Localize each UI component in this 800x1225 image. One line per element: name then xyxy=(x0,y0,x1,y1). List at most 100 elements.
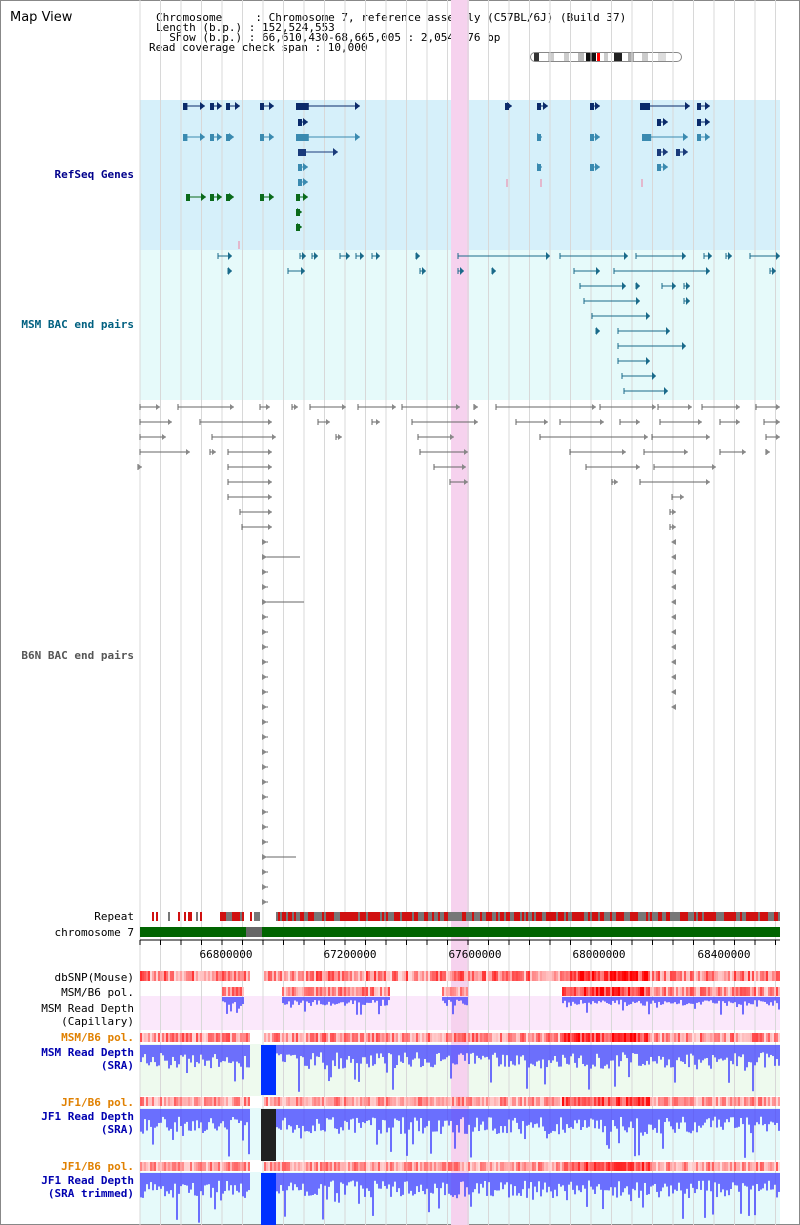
chromosome-ideogram[interactable] xyxy=(530,52,682,62)
polymorphism-cell xyxy=(688,1033,690,1042)
polymorphism-cell xyxy=(660,1162,662,1171)
polymorphism-cell xyxy=(376,1162,378,1171)
polymorphism-cell xyxy=(472,971,474,981)
repeat-segment xyxy=(226,912,228,921)
polymorphism-cell xyxy=(178,1162,180,1171)
read-depth-bar xyxy=(724,1109,726,1123)
repeat-segment xyxy=(678,912,680,921)
repeat-segment xyxy=(758,912,760,921)
read-depth-bar xyxy=(380,1109,382,1134)
read-depth-bar xyxy=(764,1173,766,1184)
polymorphism-cell xyxy=(228,1162,230,1171)
polymorphism-cell xyxy=(434,1162,436,1171)
read-depth-bar xyxy=(478,1109,480,1132)
read-depth-bar xyxy=(358,997,360,1003)
polymorphism-cell xyxy=(190,971,192,981)
repeat-segment xyxy=(190,912,192,921)
repeat-segment xyxy=(698,912,700,921)
b6n-bac-label[interactable]: B6N BAC end pairs xyxy=(21,649,134,662)
read-depth-bar xyxy=(550,1173,552,1192)
polymorphism-cell xyxy=(464,1097,466,1106)
polymorphism-cell xyxy=(306,971,308,981)
read-depth-bar xyxy=(300,1109,302,1139)
polymorphism-cell xyxy=(634,1097,636,1106)
polymorphism-cell xyxy=(578,1033,580,1042)
repeat-segment xyxy=(152,912,154,921)
polymorphism-cell xyxy=(342,1162,344,1171)
polymorphism-cell xyxy=(292,1033,294,1042)
polymorphism-cell xyxy=(328,1097,330,1106)
polymorphism-cell xyxy=(150,971,152,981)
read-depth-bar xyxy=(342,1045,344,1069)
read-depth-bar xyxy=(564,1173,566,1192)
read-depth-bar xyxy=(366,997,368,1003)
polymorphism-cell xyxy=(522,1162,524,1171)
repeat-segment xyxy=(764,912,766,921)
read-depth-bar xyxy=(728,1045,730,1083)
read-depth-bar xyxy=(396,1045,398,1066)
repeat-segment xyxy=(224,912,226,921)
polymorphism-cell xyxy=(420,1033,422,1042)
polymorphism-cell xyxy=(336,987,338,996)
polymorphism-cell xyxy=(172,1162,174,1171)
polymorphism-cell xyxy=(524,1162,526,1171)
axis-tick-label: 67600000 xyxy=(448,948,502,961)
read-depth-bar xyxy=(184,1045,186,1055)
read-depth-bar xyxy=(632,1045,634,1054)
b6n-bac-arrow xyxy=(326,419,330,425)
polymorphism-cell xyxy=(482,1162,484,1171)
polymorphism-cell xyxy=(456,971,458,981)
read-depth-bar xyxy=(314,1173,316,1194)
polymorphism-cell xyxy=(616,1162,618,1171)
repeat-segment xyxy=(418,912,420,921)
repeat-segment xyxy=(320,912,322,921)
read-depth-bar xyxy=(288,1173,290,1187)
read-depth-bar xyxy=(210,1109,212,1119)
read-depth-bar xyxy=(772,1173,774,1190)
polymorphism-cell xyxy=(350,1033,352,1042)
polymorphism-cell xyxy=(710,1033,712,1042)
b6n-bac-arrow xyxy=(262,584,267,590)
polymorphism-cell xyxy=(768,1097,770,1106)
refseq-label[interactable]: RefSeq Genes xyxy=(54,168,134,181)
b6n-bac-arrow xyxy=(622,449,626,455)
repeat-segment xyxy=(712,912,714,921)
read-depth-bar xyxy=(658,1045,660,1057)
read-depth-bar xyxy=(376,997,378,1001)
polymorphism-cell xyxy=(228,987,230,996)
polymorphism-cell xyxy=(328,1162,330,1171)
repeat-segment xyxy=(394,912,396,921)
polymorphism-cell xyxy=(164,1097,166,1106)
repeat-segment xyxy=(772,912,774,921)
read-depth-bar xyxy=(778,1109,780,1131)
polymorphism-cell xyxy=(294,1162,296,1171)
read-depth-bar xyxy=(688,1173,690,1198)
read-depth-bar xyxy=(596,1045,598,1054)
polymorphism-cell xyxy=(544,1097,546,1106)
refseq-gene-arrow xyxy=(235,102,240,110)
polymorphism-cell xyxy=(172,1033,174,1042)
msm-bac-label[interactable]: MSM BAC end pairs xyxy=(21,318,134,331)
polymorphism-cell xyxy=(552,1162,554,1171)
repeat-segment xyxy=(440,912,442,921)
polymorphism-cell xyxy=(396,971,398,981)
read-depth-bar xyxy=(506,1173,508,1183)
polymorphism-cell xyxy=(284,971,286,981)
b6n-bac-arrow xyxy=(474,419,478,425)
read-depth-bar xyxy=(178,1109,180,1117)
polymorphism-cell xyxy=(320,1097,322,1106)
polymorphism-cell xyxy=(662,1033,664,1042)
polymorphism-cell xyxy=(350,971,352,981)
read-depth-bar xyxy=(740,997,742,1005)
read-depth-bar xyxy=(600,1109,602,1120)
repeat-segment xyxy=(630,912,632,921)
read-depth-bar xyxy=(526,1173,528,1198)
read-depth-bar xyxy=(634,1045,636,1054)
read-depth-bar xyxy=(330,1045,332,1078)
read-depth-bar xyxy=(474,1109,476,1128)
polymorphism-cell xyxy=(688,971,690,981)
read-depth-bar xyxy=(406,1109,408,1156)
polymorphism-cell xyxy=(674,1162,676,1171)
read-depth-bar xyxy=(302,1173,304,1184)
read-depth-bar xyxy=(430,1109,432,1154)
